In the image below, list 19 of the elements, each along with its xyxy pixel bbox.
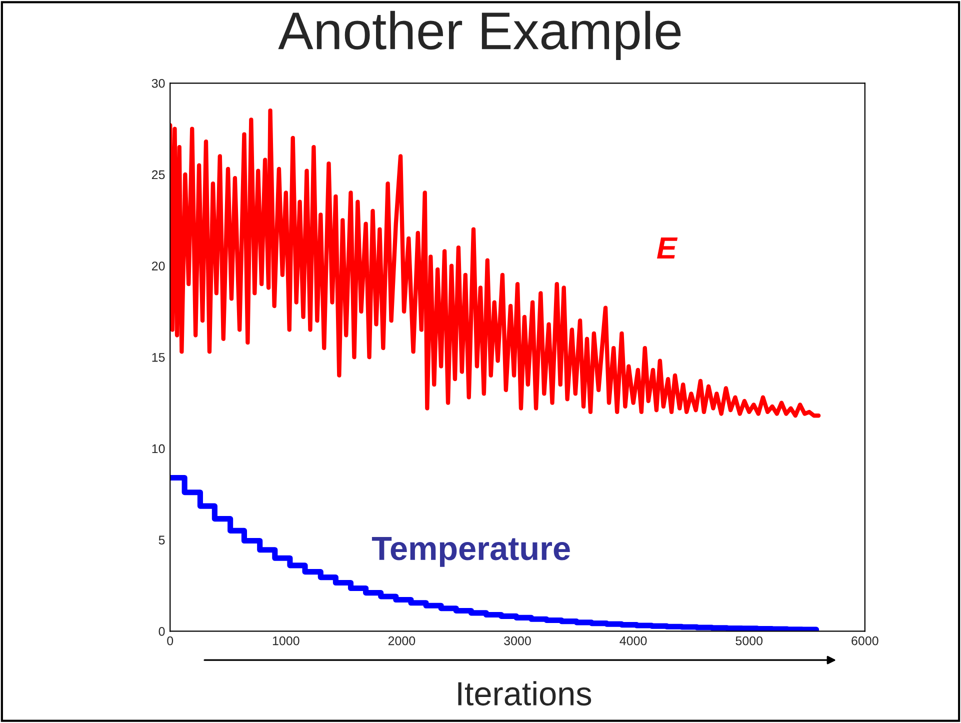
y-tick-label: 30 bbox=[152, 78, 165, 88]
chart-title: Another Example bbox=[278, 10, 681, 60]
text: E bbox=[657, 237, 678, 259]
y-tick-label: 10 bbox=[152, 444, 165, 454]
y-tick-label: 5 bbox=[158, 536, 165, 544]
x-tick-label: 6000 bbox=[852, 636, 878, 646]
series-label: Temperature bbox=[372, 537, 570, 567]
y-tick-label: 0 bbox=[158, 626, 165, 636]
x-tick-label: 5000 bbox=[736, 636, 763, 646]
y-tick-label: 20 bbox=[152, 262, 165, 270]
x-tick-label: 3000 bbox=[504, 636, 531, 646]
x-tick-label: 2000 bbox=[388, 636, 416, 646]
x-tick-label: 4000 bbox=[620, 636, 647, 646]
line-series bbox=[170, 108, 821, 418]
x-tick-label: 1000 bbox=[272, 636, 300, 646]
x-tick-label: 0 bbox=[167, 636, 174, 646]
y-tick-label: 25 bbox=[152, 170, 165, 180]
x-axis-title: Iterations bbox=[458, 681, 592, 706]
y-tick-label: 15 bbox=[152, 353, 165, 362]
